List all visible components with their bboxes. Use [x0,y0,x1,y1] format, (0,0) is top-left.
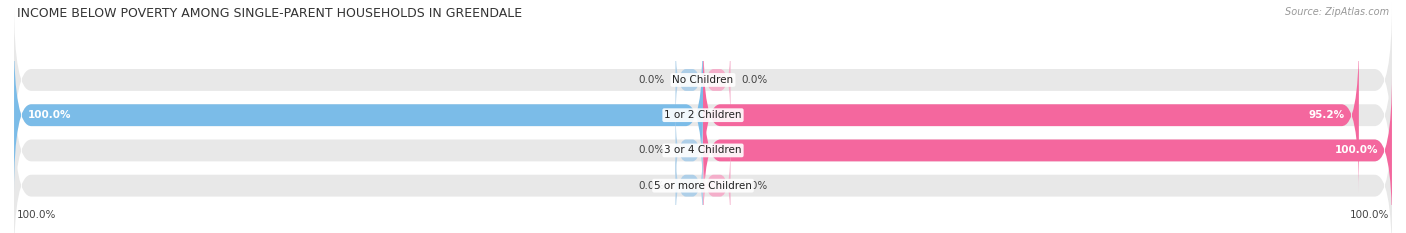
Text: 0.0%: 0.0% [638,145,665,155]
FancyBboxPatch shape [14,38,1392,192]
Text: 100.0%: 100.0% [28,110,72,120]
Text: INCOME BELOW POVERTY AMONG SINGLE-PARENT HOUSEHOLDS IN GREENDALE: INCOME BELOW POVERTY AMONG SINGLE-PARENT… [17,7,522,20]
Text: 5 or more Children: 5 or more Children [654,181,752,191]
FancyBboxPatch shape [675,38,703,122]
FancyBboxPatch shape [675,109,703,192]
Text: 0.0%: 0.0% [741,181,768,191]
FancyBboxPatch shape [703,38,731,122]
FancyBboxPatch shape [14,73,1392,228]
FancyBboxPatch shape [14,38,703,192]
Text: Source: ZipAtlas.com: Source: ZipAtlas.com [1285,7,1389,17]
FancyBboxPatch shape [675,144,703,228]
Text: 0.0%: 0.0% [741,75,768,85]
Text: 0.0%: 0.0% [638,75,665,85]
Text: 1 or 2 Children: 1 or 2 Children [664,110,742,120]
Text: 3 or 4 Children: 3 or 4 Children [664,145,742,155]
FancyBboxPatch shape [14,109,1392,233]
FancyBboxPatch shape [703,73,1392,228]
Text: 100.0%: 100.0% [17,210,56,220]
Text: No Children: No Children [672,75,734,85]
FancyBboxPatch shape [703,38,1358,192]
FancyBboxPatch shape [703,144,731,228]
Text: 100.0%: 100.0% [1350,210,1389,220]
Text: 95.2%: 95.2% [1309,110,1346,120]
Text: 0.0%: 0.0% [638,181,665,191]
Text: 100.0%: 100.0% [1334,145,1378,155]
FancyBboxPatch shape [14,3,1392,157]
